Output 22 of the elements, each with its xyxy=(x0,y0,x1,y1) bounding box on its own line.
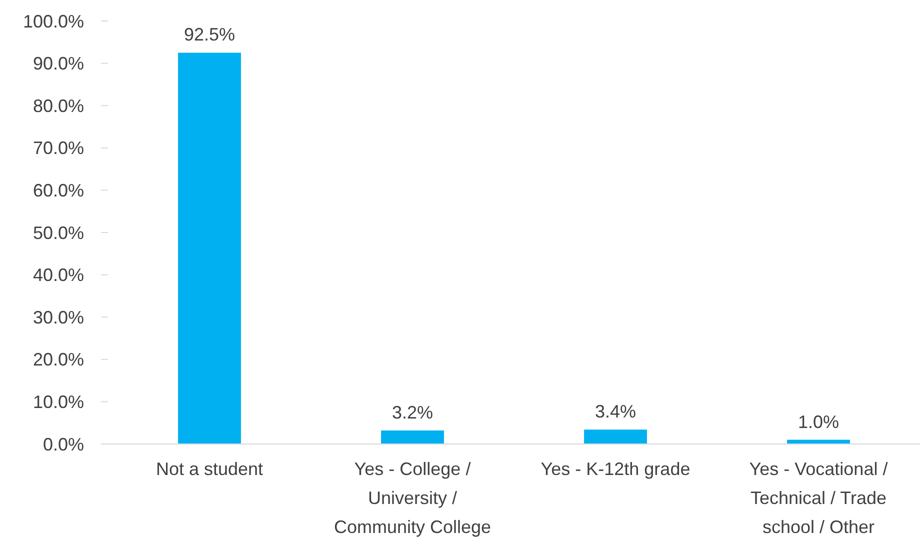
y-tick-label: 50.0% xyxy=(32,222,84,243)
y-tick-label: 20.0% xyxy=(32,350,84,370)
y-tick-label: 0.0% xyxy=(42,434,84,454)
y-tick-label: 40.0% xyxy=(32,265,84,286)
x-tick-label: Yes - K-12th grade xyxy=(540,459,690,479)
y-tick-label: 100.0% xyxy=(22,11,84,32)
data-label: 92.5% xyxy=(184,24,236,45)
bar xyxy=(584,430,647,444)
y-tick-label: 80.0% xyxy=(32,96,84,116)
data-label: 1.0% xyxy=(798,412,840,432)
y-tick-label: 60.0% xyxy=(32,180,84,200)
x-tick-label: Yes - Vocational / Technical / Trade school / Other xyxy=(749,459,888,537)
data-label: 3.4% xyxy=(594,402,636,422)
y-tick-label: 90.0% xyxy=(32,54,84,74)
y-tick-label: 10.0% xyxy=(32,392,84,412)
y-tick-label: 30.0% xyxy=(32,307,84,328)
data-label: 3.2% xyxy=(392,402,434,422)
bar xyxy=(178,52,241,444)
y-tick-label: 70.0% xyxy=(32,138,84,158)
x-tick-label: Not a student xyxy=(156,459,264,479)
bar xyxy=(381,430,444,444)
x-tick-label: Yes - College / University / Community College xyxy=(334,459,492,537)
